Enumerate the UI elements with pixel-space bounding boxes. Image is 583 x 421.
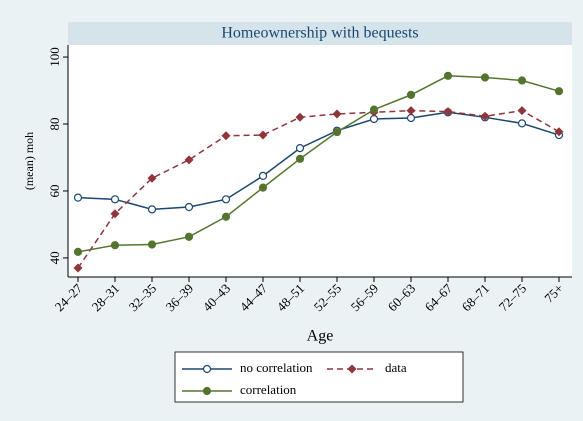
data-point bbox=[554, 127, 564, 137]
legend-label: no correlation bbox=[240, 360, 313, 375]
data-point bbox=[369, 105, 379, 114]
series-line bbox=[77, 75, 560, 253]
data-point bbox=[110, 209, 120, 219]
data-point bbox=[110, 241, 120, 250]
legend-marker bbox=[347, 364, 357, 374]
data-point bbox=[147, 240, 157, 249]
data-point bbox=[258, 183, 268, 192]
data-point bbox=[258, 130, 268, 140]
legend-label: correlation bbox=[240, 382, 297, 397]
y-tick-label: 80 bbox=[47, 118, 62, 131]
data-point bbox=[406, 90, 416, 99]
series-line bbox=[77, 109, 560, 269]
y-tick-label: 60 bbox=[47, 184, 62, 197]
data-point bbox=[517, 106, 527, 116]
data-point bbox=[221, 195, 231, 204]
data-point bbox=[406, 106, 416, 116]
data-point bbox=[443, 71, 453, 80]
data-point bbox=[258, 171, 268, 180]
data-point bbox=[73, 263, 83, 273]
data-point bbox=[221, 212, 231, 221]
y-axis-title: (mean) moh bbox=[22, 132, 36, 190]
title-band bbox=[68, 22, 572, 45]
plot-area bbox=[68, 45, 572, 277]
data-point bbox=[147, 205, 157, 214]
data-point bbox=[184, 232, 194, 241]
data-point bbox=[184, 202, 194, 212]
data-point bbox=[110, 195, 120, 204]
x-axis-title: Age bbox=[307, 328, 334, 345]
data-point bbox=[406, 113, 416, 123]
chart-title: Homeownership with bequests bbox=[221, 25, 418, 42]
data-point bbox=[332, 109, 342, 119]
legend-marker bbox=[202, 364, 212, 374]
data-point bbox=[554, 87, 564, 96]
data-point bbox=[295, 154, 305, 163]
y-tick-label: 100 bbox=[47, 47, 62, 67]
data-point bbox=[517, 76, 527, 85]
series-line bbox=[77, 111, 560, 211]
data-point bbox=[221, 131, 231, 141]
legend bbox=[174, 351, 464, 403]
data-point bbox=[480, 111, 490, 121]
data-point bbox=[517, 119, 527, 128]
y-tick-label: 40 bbox=[47, 251, 62, 264]
data-point bbox=[295, 144, 305, 153]
legend-label: data bbox=[385, 360, 407, 375]
data-point bbox=[480, 73, 490, 82]
data-point bbox=[443, 107, 453, 117]
data-point bbox=[73, 247, 83, 256]
legend-marker bbox=[202, 386, 212, 396]
data-point bbox=[147, 173, 157, 183]
data-point bbox=[295, 112, 305, 122]
data-point bbox=[184, 155, 194, 165]
data-point bbox=[73, 193, 83, 202]
data-point bbox=[332, 127, 342, 137]
